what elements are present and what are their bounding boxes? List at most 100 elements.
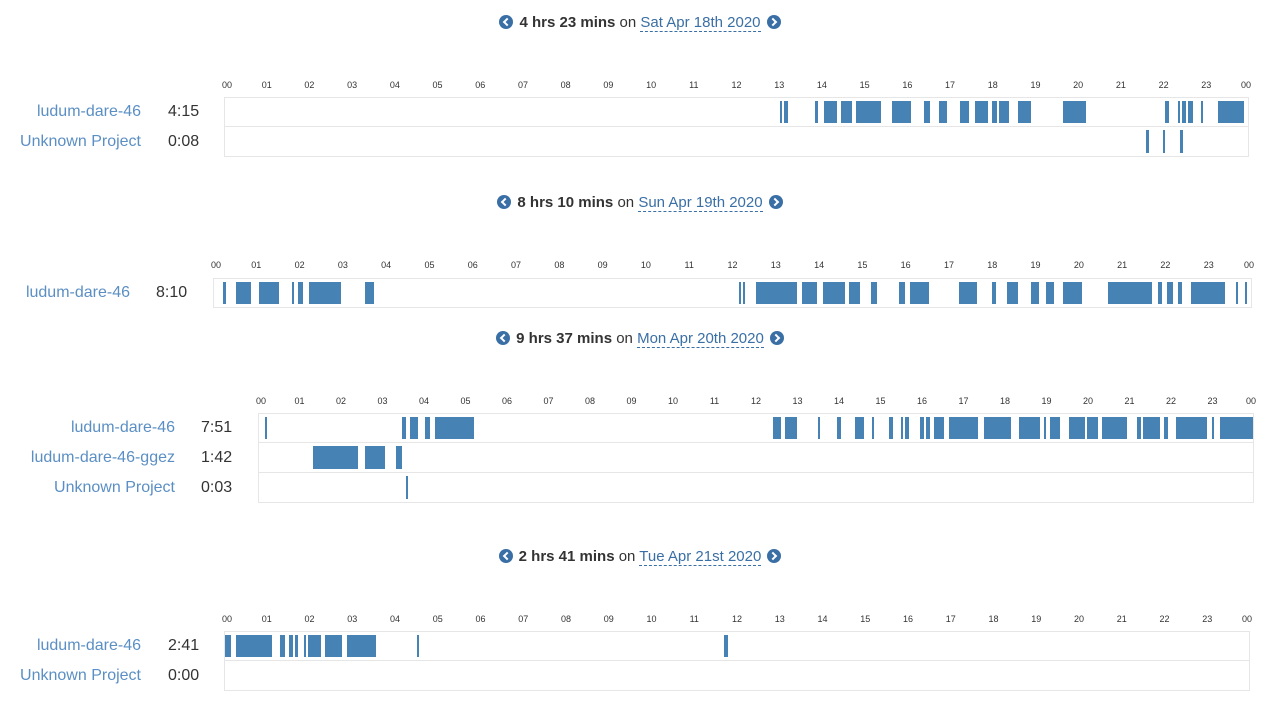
activity-segment[interactable]: [1201, 101, 1204, 123]
date-picker-link[interactable]: Sat Apr 18th 2020: [640, 14, 761, 32]
activity-segment[interactable]: [1211, 417, 1214, 439]
activity-segment[interactable]: [1045, 282, 1055, 304]
activity-segment[interactable]: [888, 417, 893, 439]
activity-segment[interactable]: [975, 101, 988, 123]
activity-segment[interactable]: [364, 446, 386, 469]
activity-segment[interactable]: [1087, 417, 1098, 439]
activity-segment[interactable]: [1043, 417, 1046, 439]
activity-segment[interactable]: [308, 635, 321, 657]
activity-segment[interactable]: [1235, 282, 1239, 304]
activity-segment[interactable]: [960, 101, 969, 123]
activity-segment[interactable]: [836, 417, 841, 439]
activity-segment[interactable]: [815, 101, 819, 123]
activity-segment[interactable]: [280, 635, 285, 657]
activity-segment[interactable]: [298, 282, 303, 304]
activity-segment[interactable]: [1181, 101, 1187, 123]
activity-segment[interactable]: [1068, 417, 1086, 439]
activity-segment[interactable]: [905, 417, 910, 439]
activity-segment[interactable]: [235, 635, 272, 657]
activity-segment[interactable]: [410, 417, 419, 439]
activity-segment[interactable]: [855, 417, 864, 439]
date-picker-link[interactable]: Tue Apr 21st 2020: [639, 548, 762, 566]
activity-segment[interactable]: [938, 101, 948, 123]
activity-segment[interactable]: [1050, 417, 1061, 439]
activity-segment[interactable]: [849, 282, 860, 304]
activity-segment[interactable]: [1190, 282, 1226, 304]
activity-segment[interactable]: [780, 101, 783, 123]
activity-segment[interactable]: [772, 417, 781, 439]
activity-segment[interactable]: [1143, 417, 1160, 439]
activity-segment[interactable]: [435, 417, 475, 439]
chevron-right-icon[interactable]: [768, 195, 783, 209]
project-link[interactable]: ludum-dare-46: [70, 419, 175, 436]
activity-segment[interactable]: [738, 282, 742, 304]
activity-segment[interactable]: [919, 417, 924, 439]
activity-segment[interactable]: [289, 635, 294, 657]
activity-segment[interactable]: [235, 282, 251, 304]
activity-segment[interactable]: [983, 417, 1011, 439]
activity-segment[interactable]: [743, 282, 746, 304]
activity-segment[interactable]: [992, 101, 997, 123]
activity-segment[interactable]: [909, 282, 930, 304]
activity-segment[interactable]: [424, 417, 430, 439]
date-picker-link[interactable]: Mon Apr 20th 2020: [637, 330, 764, 348]
activity-segment[interactable]: [871, 417, 875, 439]
activity-segment[interactable]: [1063, 282, 1083, 304]
activity-segment[interactable]: [309, 282, 342, 304]
chevron-right-icon[interactable]: [767, 549, 782, 563]
activity-segment[interactable]: [1162, 130, 1165, 153]
activity-segment[interactable]: [1101, 417, 1127, 439]
activity-segment[interactable]: [1158, 282, 1163, 304]
chevron-left-icon[interactable]: [498, 549, 513, 563]
activity-segment[interactable]: [1177, 282, 1182, 304]
activity-segment[interactable]: [1244, 282, 1247, 304]
activity-segment[interactable]: [870, 282, 878, 304]
activity-segment[interactable]: [1188, 101, 1193, 123]
activity-segment[interactable]: [303, 635, 307, 657]
chevron-right-icon[interactable]: [766, 15, 781, 29]
activity-segment[interactable]: [225, 635, 232, 657]
activity-segment[interactable]: [934, 417, 945, 439]
activity-segment[interactable]: [265, 417, 268, 439]
activity-segment[interactable]: [840, 101, 852, 123]
activity-segment[interactable]: [417, 635, 419, 657]
activity-segment[interactable]: [406, 476, 409, 499]
activity-segment[interactable]: [959, 282, 977, 304]
activity-segment[interactable]: [1018, 417, 1040, 439]
activity-segment[interactable]: [818, 417, 821, 439]
date-picker-link[interactable]: Sun Apr 19th 2020: [638, 194, 763, 212]
activity-segment[interactable]: [1006, 282, 1018, 304]
activity-segment[interactable]: [325, 635, 343, 657]
activity-segment[interactable]: [924, 101, 931, 123]
activity-segment[interactable]: [1179, 130, 1183, 153]
activity-segment[interactable]: [784, 101, 788, 123]
activity-segment[interactable]: [365, 282, 374, 304]
project-link[interactable]: ludum-dare-46: [36, 637, 141, 654]
activity-segment[interactable]: [898, 282, 906, 304]
activity-segment[interactable]: [1062, 101, 1087, 123]
activity-segment[interactable]: [295, 635, 298, 657]
activity-segment[interactable]: [892, 101, 912, 123]
activity-segment[interactable]: [1228, 417, 1253, 439]
activity-segment[interactable]: [1145, 130, 1149, 153]
chevron-left-icon[interactable]: [496, 331, 511, 345]
activity-segment[interactable]: [756, 282, 798, 304]
activity-segment[interactable]: [1108, 282, 1152, 304]
activity-segment[interactable]: [401, 417, 407, 439]
activity-segment[interactable]: [823, 101, 837, 123]
chevron-left-icon[interactable]: [499, 15, 514, 29]
activity-segment[interactable]: [948, 417, 978, 439]
activity-segment[interactable]: [925, 417, 930, 439]
project-link[interactable]: Unknown Project: [54, 479, 175, 496]
activity-segment[interactable]: [1137, 417, 1142, 439]
activity-segment[interactable]: [801, 282, 817, 304]
activity-segment[interactable]: [823, 282, 845, 304]
activity-segment[interactable]: [1166, 282, 1174, 304]
project-link[interactable]: ludum-dare-46: [36, 103, 141, 120]
activity-segment[interactable]: [1219, 417, 1229, 439]
activity-segment[interactable]: [222, 282, 227, 304]
activity-segment[interactable]: [1177, 101, 1180, 123]
project-link[interactable]: Unknown Project: [20, 133, 141, 150]
activity-segment[interactable]: [1218, 101, 1244, 123]
activity-segment[interactable]: [1017, 101, 1031, 123]
